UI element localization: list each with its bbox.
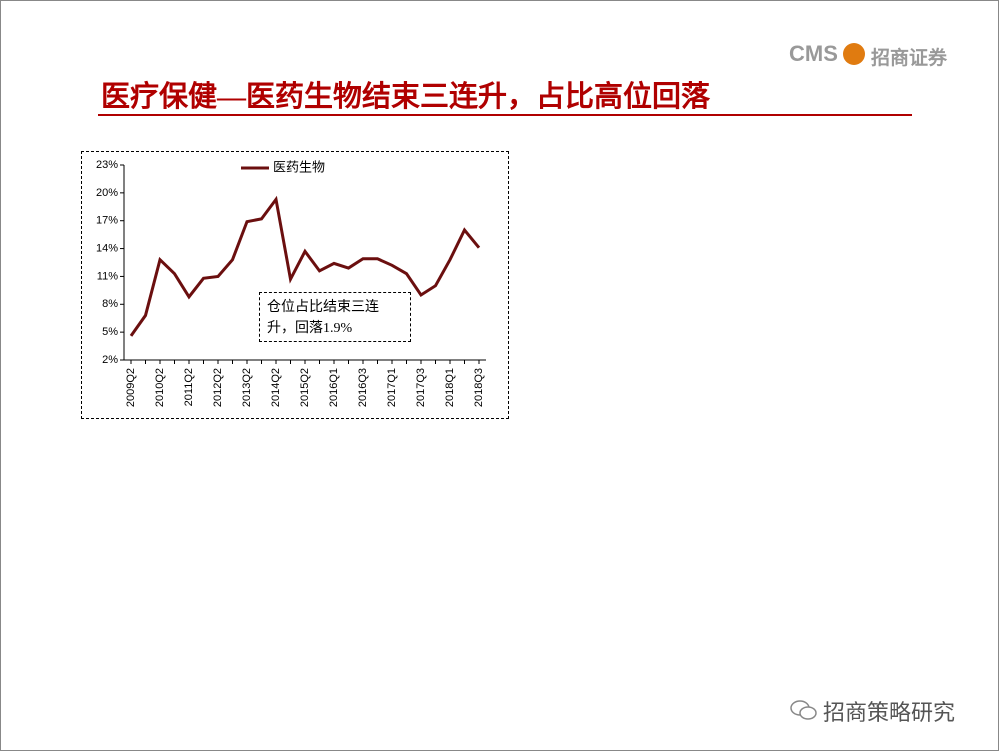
y-tick-label: 8% <box>102 298 118 310</box>
logo-name: 招商证券 <box>871 48 948 69</box>
legend-label: 医药生物 <box>273 159 325 174</box>
y-tick-label: 17% <box>96 215 118 227</box>
x-tick-label: 2014Q2 <box>270 368 282 407</box>
x-tick-label: 2015Q2 <box>299 368 311 407</box>
x-tick-label: 2016Q3 <box>357 368 369 407</box>
series-line <box>129 195 481 337</box>
x-tick-label: 2013Q2 <box>241 368 253 407</box>
y-tick-label: 14% <box>96 242 118 254</box>
y-tick-label: 11% <box>97 270 118 282</box>
logo-brand: CMS <box>789 41 838 66</box>
y-tick-label: 20% <box>96 187 118 199</box>
slide-title: 医疗保健—医药生物结束三连升，占比高位回落 <box>101 81 711 113</box>
logo-icon <box>843 43 865 65</box>
x-tick-label: 2018Q1 <box>444 368 456 407</box>
x-tick-label: 2016Q1 <box>328 368 340 407</box>
annotation: 仓位占比结束三连升，回落1.9% <box>259 292 411 342</box>
y-tick-label: 2% <box>102 354 118 366</box>
x-tick-label: 2009Q2 <box>125 368 137 407</box>
title-rule <box>98 114 912 116</box>
x-tick-label: 2017Q1 <box>386 368 398 407</box>
x-tick-label: 2017Q3 <box>415 368 427 407</box>
x-tick-label: 2011Q2 <box>183 368 195 406</box>
x-tick-label: 2018Q3 <box>473 368 485 407</box>
footer: 招商策略研究 <box>823 700 956 725</box>
y-tick-label: 5% <box>102 326 118 338</box>
x-tick-label: 2010Q2 <box>154 368 166 407</box>
wechat-icon <box>790 700 817 720</box>
chart-frame <box>81 151 509 419</box>
x-tick-label: 2012Q2 <box>212 368 224 407</box>
y-tick-label: 23% <box>96 159 118 171</box>
